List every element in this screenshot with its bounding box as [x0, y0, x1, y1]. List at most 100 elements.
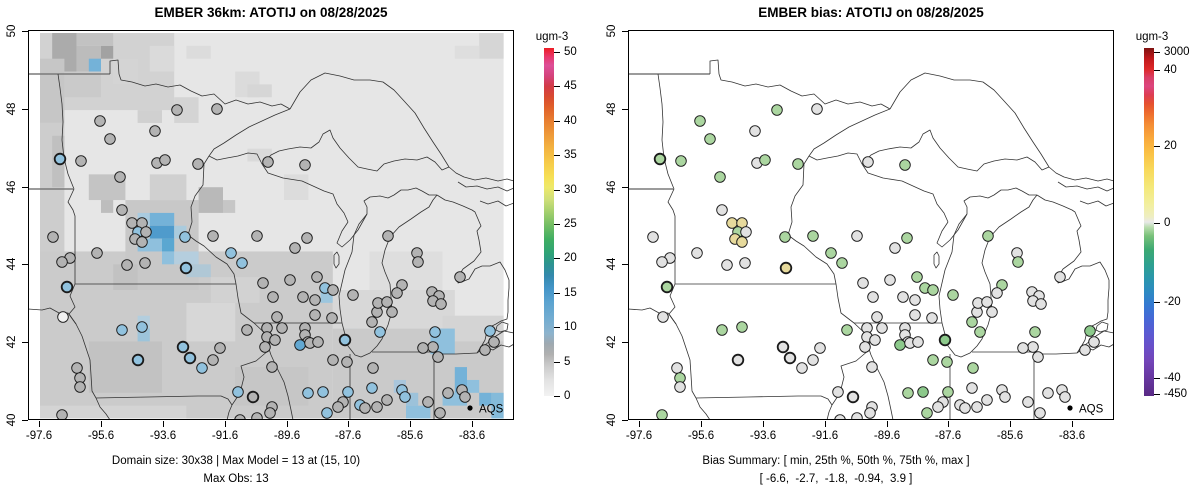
- colorbar-tick-label: 30: [564, 184, 577, 196]
- model-caption-line1: Domain size: 30x38 | Max Model = 13 at (…: [111, 455, 361, 467]
- colorbar-tick-label: 15: [564, 287, 577, 299]
- y-axis-label: 40: [606, 413, 618, 427]
- aqs-legend: AQS: [467, 404, 504, 416]
- x-axis-label: -95.6: [87, 430, 115, 442]
- colorbar-tick-label: 25: [564, 218, 577, 230]
- x-axis-tick: [348, 421, 349, 427]
- bias-panel-title: EMBER bias: ATOTIJ on 08/28/2025: [758, 5, 984, 20]
- colorbar-tick: [554, 86, 560, 87]
- colorbar-tick: [1154, 223, 1160, 224]
- colorbar-tick: [554, 362, 560, 363]
- aqs-legend-label: AQS: [479, 404, 504, 416]
- x-axis-label: -85.6: [396, 430, 424, 442]
- colorbar-tick: [1154, 70, 1160, 71]
- x-axis-label: -97.6: [625, 430, 653, 442]
- y-axis-tick: [22, 109, 28, 110]
- model-colorbar: [544, 48, 554, 396]
- x-axis-label: -93.6: [749, 430, 777, 442]
- colorbar-tick: [554, 327, 560, 328]
- y-axis-tick: [622, 342, 628, 343]
- x-axis-tick: [948, 421, 949, 427]
- x-axis-label: -93.6: [149, 430, 177, 442]
- colorbar-tick-label: 3000: [1164, 46, 1190, 58]
- colorbar-tick: [554, 52, 560, 53]
- colorbar-tick: [554, 155, 560, 156]
- y-axis-label: 48: [6, 102, 18, 116]
- y-axis-tick: [622, 264, 628, 265]
- colorbar-tick: [554, 258, 560, 259]
- colorbar-tick-label: 50: [564, 46, 577, 58]
- y-axis-label: 48: [606, 102, 618, 116]
- panel-bias: EMBER bias: ATOTIJ on 08/28/2025 AQS ugm…: [600, 0, 1200, 502]
- colorbar-tick: [554, 121, 560, 122]
- x-axis-label: -89.6: [873, 430, 901, 442]
- y-axis-tick: [622, 109, 628, 110]
- x-axis-label: -83.6: [458, 430, 486, 442]
- x-axis-label: -83.6: [1058, 430, 1086, 442]
- x-axis-tick: [701, 421, 702, 427]
- colorbar-tick: [554, 293, 560, 294]
- aqs-dot-icon: [1067, 405, 1073, 411]
- x-axis-tick: [225, 421, 226, 427]
- colorbar-tick-label: -450: [1164, 388, 1188, 400]
- bias-map: AQS: [628, 30, 1114, 420]
- panel-model: EMBER 36km: ATOTIJ on 08/28/2025 AQS ugm…: [6, 5, 577, 485]
- x-axis-label: -87.6: [934, 430, 962, 442]
- y-axis-label: 44: [6, 257, 18, 271]
- colorbar-tick-label: -20: [1164, 296, 1181, 308]
- bias-colorbar-title: ugm-3: [1135, 31, 1169, 43]
- colorbar-tick-label: 0: [564, 390, 571, 402]
- y-axis-label: 40: [6, 413, 18, 427]
- colorbar-tick-label: -40: [1164, 372, 1181, 384]
- x-axis-tick: [39, 421, 40, 427]
- x-axis-label: -89.6: [273, 430, 301, 442]
- x-axis-tick: [287, 421, 288, 427]
- colorbar-tick-label: 10: [564, 321, 577, 333]
- aqs-legend: AQS: [1067, 404, 1104, 416]
- y-axis-label: 50: [6, 24, 18, 38]
- aqs-dot-icon: [467, 405, 473, 411]
- x-axis-tick: [763, 421, 764, 427]
- y-axis-label: 50: [606, 24, 618, 38]
- x-axis-tick: [1010, 421, 1011, 427]
- colorbar-tick-label: 35: [564, 149, 577, 161]
- x-axis-label: -91.6: [211, 430, 239, 442]
- observation-dots: [647, 103, 1100, 420]
- y-axis-label: 46: [606, 180, 618, 194]
- x-axis-label: -85.6: [996, 430, 1024, 442]
- y-axis-tick: [22, 420, 28, 421]
- bias-caption-line2: [ -6.6, -2.7, -1.8, -0.94, 3.9 ]: [759, 473, 913, 485]
- x-axis-label: -97.6: [25, 430, 53, 442]
- observation-dots: [47, 103, 500, 420]
- model-map: AQS: [28, 30, 514, 420]
- colorbar-tick: [1154, 394, 1160, 395]
- colorbar-tick-label: 5: [564, 356, 571, 368]
- model-colorbar-title: ugm-3: [535, 31, 569, 43]
- x-axis-label: -91.6: [811, 430, 839, 442]
- colorbar-tick-label: 45: [564, 80, 577, 92]
- x-axis-tick: [472, 421, 473, 427]
- x-axis-tick: [1072, 421, 1073, 427]
- y-axis-tick: [22, 342, 28, 343]
- colorbar-tick: [1154, 378, 1160, 379]
- colorbar-tick: [1154, 52, 1160, 53]
- x-axis-tick: [410, 421, 411, 427]
- model-panel-title: EMBER 36km: ATOTIJ on 08/28/2025: [154, 5, 388, 20]
- plot-box: [28, 30, 514, 420]
- y-axis-tick: [22, 31, 28, 32]
- plot-box: [628, 30, 1114, 420]
- colorbar-tick: [554, 190, 560, 191]
- colorbar-tick: [1154, 302, 1160, 303]
- x-axis-tick: [639, 421, 640, 427]
- colorbar-tick-label: 20: [1164, 140, 1177, 152]
- x-axis-tick: [887, 421, 888, 427]
- y-axis-tick: [622, 420, 628, 421]
- bias-colorbar: [1144, 48, 1154, 396]
- colorbar-tick-label: 0: [1164, 217, 1171, 229]
- y-axis-tick: [622, 31, 628, 32]
- y-axis-tick: [622, 187, 628, 188]
- colorbar-tick: [1154, 146, 1160, 147]
- bias-caption-line1: Bias Summary: [ min, 25th %, 50th %, 75t…: [702, 455, 970, 467]
- colorbar-tick-label: 40: [1164, 64, 1177, 76]
